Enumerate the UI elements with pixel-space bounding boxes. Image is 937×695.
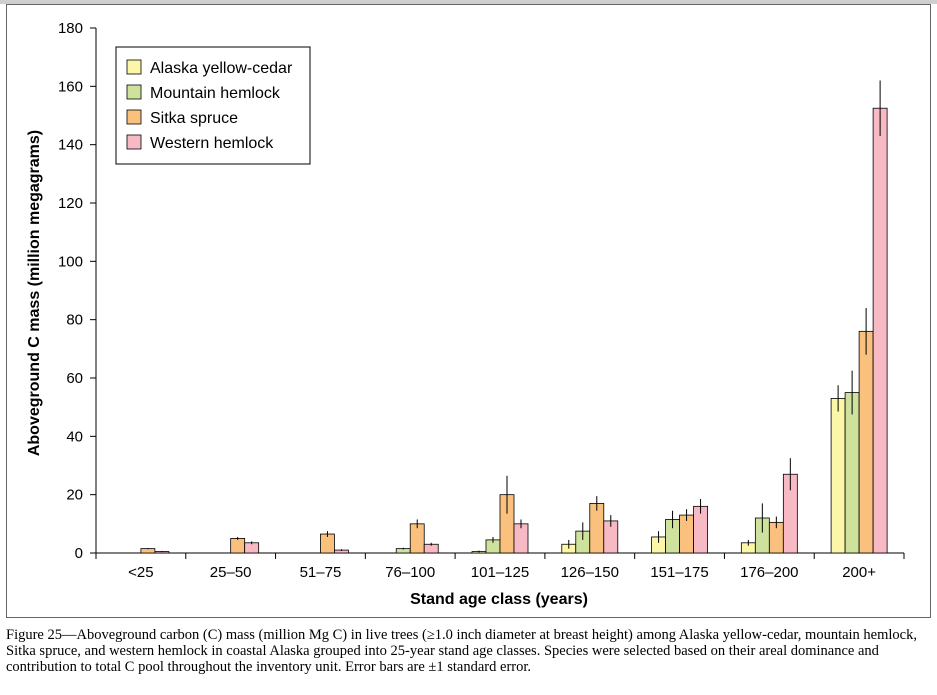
bar	[589, 503, 605, 554]
bar	[230, 538, 246, 554]
x-tick-label: 151–175	[650, 564, 708, 581]
y-tick-label: 40	[66, 428, 83, 445]
y-tick-label: 180	[58, 20, 83, 37]
y-tick-label: 120	[58, 195, 83, 212]
legend-swatch	[126, 84, 142, 100]
y-tick-label: 80	[66, 312, 83, 329]
legend-box	[115, 46, 311, 165]
legend-label: Mountain hemlock	[150, 85, 281, 102]
y-tick-label: 100	[58, 253, 83, 270]
figure-caption: Figure 25—Aboveground carbon (C) mass (m…	[6, 627, 917, 675]
x-tick-label: 200+	[842, 564, 876, 581]
bar	[872, 107, 888, 554]
x-tick-label: 176–200	[740, 564, 798, 581]
y-tick-label: 0	[75, 545, 83, 562]
bar	[844, 392, 860, 554]
bar	[858, 330, 874, 554]
chart-legend: Alaska yellow-cedar Mountain hemlock Sitka…	[115, 46, 311, 165]
chart-axes: 0 20 40 60 80 100 120 140 160 180 <25 25–50 51–75 76–…	[58, 20, 905, 581]
bar	[140, 548, 156, 554]
bar	[244, 542, 260, 554]
x-tick-label: 51–75	[300, 564, 342, 581]
x-axis-title: Stand age class (years)	[410, 591, 588, 608]
x-tick-label: 76–100	[385, 564, 435, 581]
y-axis-title: Aboveground C mass (million megagrams)	[26, 130, 43, 456]
chart-bars	[140, 80, 888, 554]
x-tick-label: 126–150	[561, 564, 619, 581]
x-tick-label: 25–50	[210, 564, 252, 581]
legend-swatch	[126, 134, 142, 150]
bar-chart: 0 20 40 60 80 100 120 140 160 180 <25 25–50 51–75 76–…	[26, 20, 905, 608]
legend-swatch	[126, 109, 142, 125]
y-tick-label: 160	[58, 78, 83, 95]
bar	[830, 398, 846, 554]
legend-label: Sitka spruce	[150, 110, 238, 127]
y-tick-label: 60	[66, 370, 83, 387]
legend-label: Western hemlock	[150, 135, 274, 152]
x-tick-label: <25	[128, 564, 153, 581]
top-rule	[0, 0, 937, 4]
y-tick-label: 20	[66, 487, 83, 504]
y-tick-label: 140	[58, 137, 83, 154]
legend-label: Alaska yellow-cedar	[150, 60, 293, 77]
x-tick-label: 101–125	[471, 564, 529, 581]
legend-swatch	[126, 59, 142, 75]
